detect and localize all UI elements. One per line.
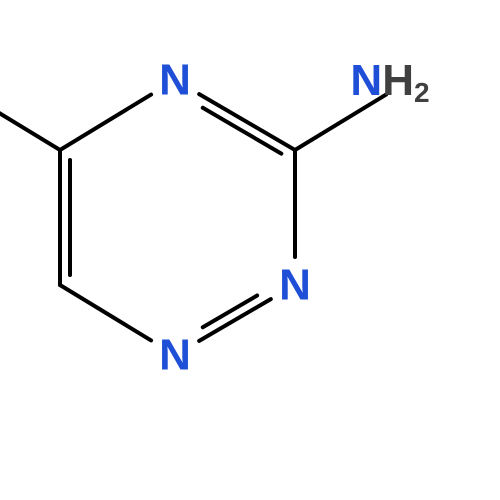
bonds-layer	[0, 80, 386, 341]
atom-N7: NH2	[350, 56, 429, 108]
atom-N4: N	[159, 56, 191, 105]
atom-N2: N	[279, 261, 311, 310]
atom-N1: N	[159, 331, 191, 380]
molecule-diagram: N N N NH2	[0, 0, 500, 500]
